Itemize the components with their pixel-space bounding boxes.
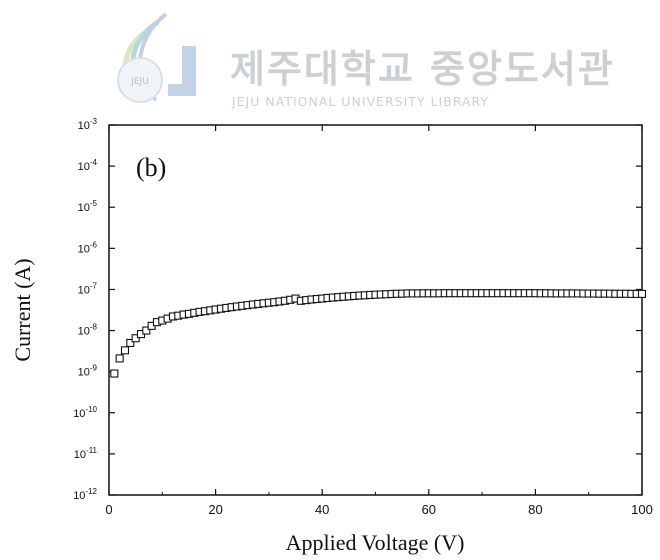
y-tick-exponent: -4: [90, 158, 98, 167]
y-tick-base: 10: [73, 408, 85, 420]
y-tick-label: 10-10: [73, 405, 97, 420]
y-tick-label: 10-6: [78, 240, 98, 255]
data-point: [120, 346, 130, 355]
y-tick-base: 10: [78, 284, 90, 296]
x-axis-title: Applied Voltage (V): [286, 530, 465, 555]
data-point: [126, 338, 135, 347]
y-tick-base: 10: [78, 120, 90, 132]
y-tick-label: 10-7: [78, 281, 98, 296]
y-tick-base: 10: [78, 161, 90, 173]
data-point: [637, 289, 647, 298]
y-tick-label: 10-9: [78, 364, 98, 379]
library-logo-icon: JEJU: [117, 12, 196, 103]
y-tick-exponent: -7: [90, 281, 98, 290]
y-tick-base: 10: [78, 326, 90, 338]
x-tick-label: 40: [315, 502, 329, 517]
data-points: [110, 289, 647, 378]
y-tick-base: 10: [78, 202, 90, 214]
y-tick-exponent: -11: [86, 446, 98, 455]
library-watermark: JEJU 제주대학교 중앙도서관 JEJU NATIONAL UNIVERSIT…: [117, 12, 615, 109]
y-tick-base: 10: [78, 243, 90, 255]
panel-label: (b): [136, 153, 166, 182]
data-point: [142, 326, 151, 335]
y-tick-label: 10-5: [78, 199, 98, 214]
y-tick-base: 10: [73, 490, 85, 502]
y-axis: 10-310-410-510-610-710-810-910-1010-1110…: [73, 117, 642, 502]
watermark-title: 제주대학교 중앙도서관: [230, 47, 615, 91]
data-point: [115, 354, 124, 363]
x-axis: 0 20 40 60 80 100: [105, 125, 653, 517]
y-tick-exponent: -5: [90, 199, 98, 208]
y-tick-label: 10-12: [73, 487, 97, 502]
y-tick-base: 10: [74, 449, 86, 461]
y-tick-exponent: -8: [90, 323, 98, 332]
y-tick-base: 10: [78, 367, 90, 379]
x-tick-label: 80: [528, 502, 542, 517]
y-tick-label: 10-11: [74, 446, 98, 461]
y-tick-exponent: -6: [90, 240, 98, 249]
y-tick-exponent: -9: [90, 364, 98, 373]
x-tick-label: 60: [422, 502, 436, 517]
logo-text: JEJU: [130, 77, 149, 87]
y-tick-exponent: -10: [85, 405, 97, 414]
x-tick-label: 0: [105, 502, 112, 517]
y-tick-exponent: -3: [90, 117, 98, 126]
y-tick-label: 10-8: [78, 323, 98, 338]
x-tick-label: 20: [208, 502, 222, 517]
watermark-subtitle: JEJU NATIONAL UNIVERSITY LIBRARY: [231, 94, 489, 109]
y-tick-label: 10-3: [78, 117, 98, 132]
data-point: [110, 369, 119, 378]
x-tick-label: 100: [631, 502, 653, 517]
y-tick-exponent: -12: [85, 487, 97, 496]
y-tick-label: 10-4: [78, 158, 98, 173]
data-point: [131, 334, 140, 343]
y-axis-title: Current (A): [10, 258, 35, 361]
